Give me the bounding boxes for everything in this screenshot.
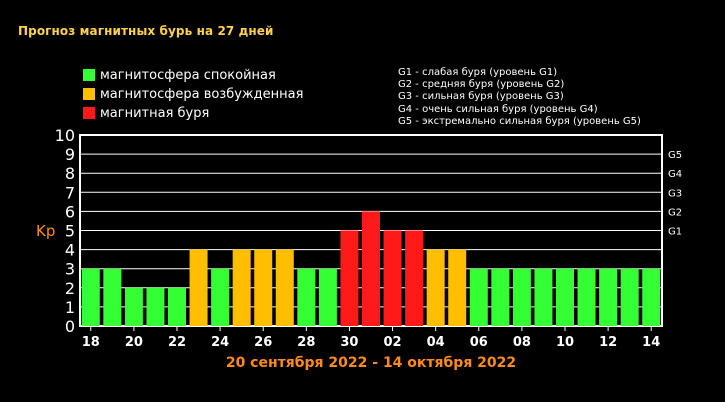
y-tick-label: 0 [65,317,75,336]
x-tick-label: 10 [556,335,574,350]
bar [340,230,359,326]
y-tick-label: 8 [65,164,75,183]
y-tick-label: 5 [65,222,75,241]
bar [534,268,553,326]
y-tick-label: 3 [65,260,75,279]
g-level-legend: G1 - слабая буря (уровень G1) G2 - средн… [398,67,641,128]
right-tick-label: G2 [668,207,682,218]
right-tick-label: G4 [668,169,682,180]
x-tick-label: 20 [125,335,143,350]
bar [275,249,294,326]
bar [491,268,510,326]
y-tick-label: 1 [65,298,75,317]
y-tick-label: 4 [65,241,75,260]
y-tick-label: 10 [55,126,75,145]
x-tick-label: 14 [642,335,660,350]
g-level-g5: G5 - экстремально сильная буря (уровень … [398,115,641,127]
x-tick-label: 06 [470,335,488,350]
bar [211,268,230,326]
x-tick-label: 08 [513,335,531,350]
bar [318,268,337,326]
right-tick-label: G1 [668,227,682,238]
g-level-g1: G1 - слабая буря (уровень G1) [398,67,558,78]
right-tick-label: G5 [668,150,682,161]
bar [448,249,467,326]
legend-label-unsettled: магнитосфера возбужденная [100,86,304,102]
bar [124,287,143,326]
x-tick-label: 30 [340,335,358,350]
x-tick-label: 26 [254,335,272,350]
bar [168,287,186,326]
x-tick-label: 24 [211,335,229,350]
y-tick-label: 9 [65,145,75,164]
bar [146,287,165,326]
g-level-g2: G2 - средняя буря (уровень G2) [398,79,565,91]
bar [469,268,488,326]
bar [577,268,596,326]
legend-label-storm: магнитная буря [100,105,210,121]
legend-swatch-storm [83,107,95,119]
bar [426,249,445,326]
y-tick-label: 7 [65,183,75,202]
g-level-g4: G4 - очень сильная буря (уровень G4) [398,103,598,115]
x-tick-label: 18 [82,335,100,350]
bar [232,249,251,326]
legend-item-storm: магнитная буря [83,105,210,121]
y-tick-label: 2 [65,279,75,298]
chart-title: Прогноз магнитных бурь на 27 дней [18,24,274,38]
bar [642,268,661,326]
x-tick-label: 28 [297,335,315,350]
bar [81,268,100,326]
bar [297,268,316,326]
bar [556,268,574,326]
x-tick-label: 22 [168,335,186,350]
legend-item-quiet: магнитосфера спокойная [83,67,276,83]
right-tick-label: G3 [668,188,682,199]
y-axis-label: Kp [36,222,55,240]
bar [620,268,639,326]
bar [189,249,208,326]
bar [383,230,402,326]
bar [599,268,618,326]
bar [103,268,122,326]
legend-swatch-quiet [83,69,95,81]
x-tick-label: 12 [599,335,617,350]
legend-item-unsettled: магнитосфера возбужденная [83,86,304,102]
bar [254,249,273,326]
x-tick-label: 04 [427,335,445,350]
bar [512,268,531,326]
y-tick-label: 6 [65,202,75,221]
legend-label-quiet: магнитосфера спокойная [100,67,276,83]
g-level-g3: G3 - сильная буря (уровень G3) [398,91,564,103]
bar [362,211,380,326]
bar [405,230,424,326]
x-axis-label: 20 сентября 2022 - 14 октября 2022 [226,355,516,371]
legend-swatch-unsettled [83,88,95,100]
x-tick-label: 02 [384,335,402,350]
